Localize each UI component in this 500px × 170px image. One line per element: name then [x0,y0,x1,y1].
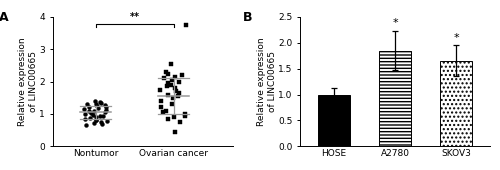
Text: *: * [392,18,398,28]
Point [101,104,109,106]
Point [172,87,179,89]
Point [102,106,110,109]
Point [175,80,183,83]
Point [97,121,105,123]
Point [96,115,104,118]
Bar [318,95,350,146]
Point [83,103,91,106]
Point [85,105,93,108]
Point [168,83,175,86]
Point [86,112,94,115]
Point [181,114,189,117]
Text: *: * [454,33,459,43]
Point [80,108,88,110]
Point [168,79,176,81]
Point [90,122,98,124]
Point [156,100,164,102]
Point [92,104,100,107]
Point [181,113,189,115]
Point [168,96,176,99]
Point [94,107,102,109]
Point [164,72,172,75]
Point [92,118,100,121]
Text: **: ** [130,12,140,22]
Point [92,116,100,118]
Point [172,90,180,93]
Point [160,111,168,114]
Point [174,95,182,98]
Point [170,116,178,118]
Point [85,110,93,113]
Point [171,75,179,78]
Point [92,102,100,105]
Point [160,77,168,80]
Text: A: A [0,11,8,23]
Point [171,130,179,133]
Point [98,101,106,104]
Point [98,114,106,117]
Point [96,100,104,103]
Y-axis label: Relative expression
of LINC00665: Relative expression of LINC00665 [257,37,276,126]
Point [162,109,170,112]
Point [82,117,90,120]
Point [157,106,165,109]
Text: B: B [243,11,252,23]
Point [176,121,184,123]
Point [182,24,190,27]
Point [164,82,172,85]
Point [91,100,99,102]
Bar [440,61,472,146]
Bar [379,51,411,146]
Point [88,113,96,116]
Point [101,111,109,114]
Y-axis label: Relative expression
of LINC00665: Relative expression of LINC00665 [18,37,38,126]
Point [82,113,90,115]
Point [102,109,110,111]
Point [168,103,176,106]
Point [90,109,98,112]
Point [103,120,111,122]
Point [164,93,172,96]
Point [156,88,164,91]
Point [164,117,172,120]
Point [166,63,174,65]
Point [175,91,183,94]
Point [178,74,186,76]
Point [162,71,170,73]
Point [92,119,100,122]
Point [98,122,106,125]
Point [163,85,171,88]
Point [86,116,94,119]
Point [82,124,90,126]
